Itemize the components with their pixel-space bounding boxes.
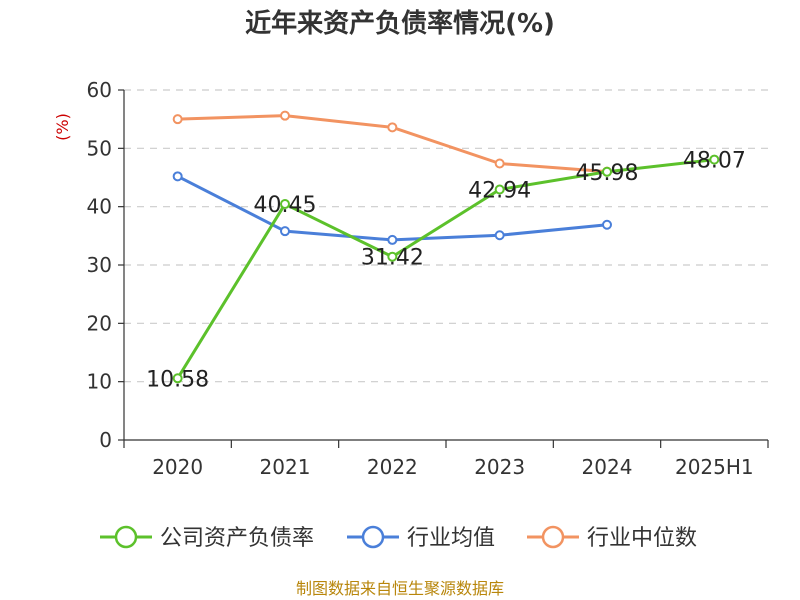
data-point <box>494 230 505 241</box>
data-labels: 10.58 40.45 31.42 42.94 45.98 48.07 <box>146 149 746 393</box>
data-point <box>280 110 290 121</box>
data-point <box>602 219 612 230</box>
data-label: 48.07 <box>683 149 746 174</box>
data-label: 42.94 <box>468 179 531 204</box>
x-tick-label: 2024 <box>582 455 633 479</box>
legend-swatch-marker <box>541 525 565 549</box>
data-point <box>172 171 183 182</box>
data-point <box>494 184 505 195</box>
source-note: 制图数据来自恒生聚源数据库 <box>296 579 504 598</box>
x-tick-label: 2025H1 <box>675 455 754 479</box>
y-tick-label: 50 <box>87 136 112 160</box>
data-point <box>172 373 183 384</box>
legend-swatch-marker <box>114 525 138 549</box>
data-point <box>387 251 398 262</box>
series-line <box>176 158 715 380</box>
y-tick-label: 40 <box>87 195 112 219</box>
legend: 公司资产负债率 行业均值 行业中位数 <box>100 525 697 551</box>
data-point <box>602 166 612 177</box>
data-label: 45.98 <box>576 161 639 186</box>
data-point <box>280 226 290 237</box>
data-point <box>172 114 183 125</box>
series-line <box>176 174 608 242</box>
y-axis-label: (%) <box>53 113 72 141</box>
legend-label: 行业均值 <box>407 526 495 551</box>
y-tick-label: 30 <box>87 253 112 277</box>
data-label: 31.42 <box>361 246 424 271</box>
data-point <box>709 154 720 165</box>
data-label: 10.58 <box>146 367 209 392</box>
axes: 0 10 20 30 40 50 60 2020 2021 2022 2023 2024 2025H1 <box>87 78 769 479</box>
series-lines <box>172 110 720 384</box>
x-tick-label: 2020 <box>152 455 203 479</box>
x-tick-label: 2022 <box>367 455 418 479</box>
y-tick-label: 10 <box>87 370 112 394</box>
y-tick-label: 20 <box>87 311 112 335</box>
legend-label: 行业中位数 <box>587 526 697 551</box>
x-tick-label: 2021 <box>260 455 311 479</box>
chart-title: 近年来资产负债率情况(%) <box>245 8 555 39</box>
legend-swatch-marker <box>361 525 385 549</box>
x-tick-label: 2023 <box>474 455 525 479</box>
y-tick-label: 60 <box>87 78 112 102</box>
data-point <box>387 122 398 133</box>
data-point <box>494 158 505 169</box>
legend-label: 公司资产负债率 <box>160 526 314 551</box>
data-label: 40.45 <box>254 193 317 218</box>
grid <box>124 89 768 383</box>
data-point <box>387 234 398 245</box>
data-point <box>280 199 290 210</box>
y-tick-label: 0 <box>99 428 112 452</box>
